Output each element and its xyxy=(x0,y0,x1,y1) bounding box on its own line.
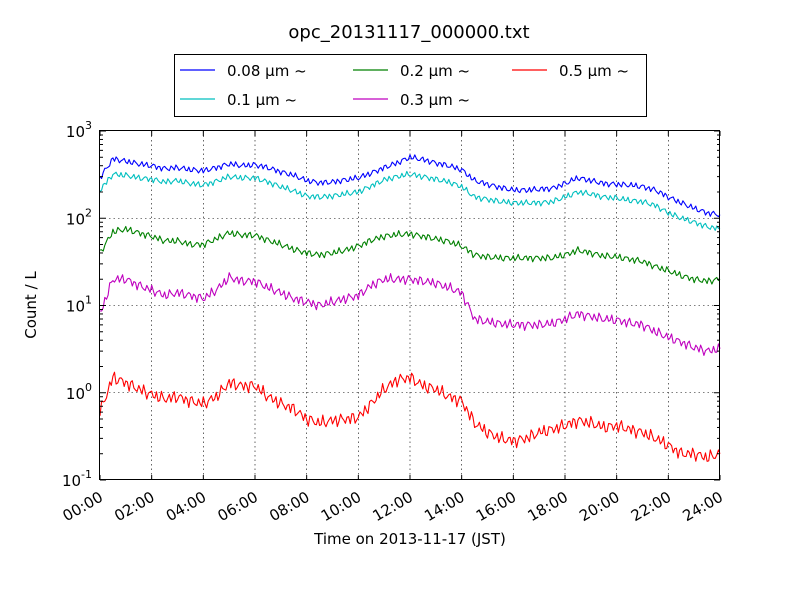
x-tick-label: 20:00 xyxy=(576,488,622,525)
x-tick-label: 14:00 xyxy=(421,488,467,525)
y-tick-labels: 10-1 100 101 102 103 xyxy=(62,119,92,490)
legend-label-3: 0.3 μm ~ xyxy=(400,91,470,109)
plot-area xyxy=(99,154,721,462)
y-tick-label: 101 xyxy=(66,294,92,316)
chart-title: opc_20131117_000000.txt xyxy=(288,22,529,43)
y-tick-label: 103 xyxy=(66,119,92,141)
x-tick-label: 18:00 xyxy=(525,488,571,525)
series-line-1 xyxy=(99,170,721,231)
legend-label-4: 0.5 μm ~ xyxy=(559,62,629,80)
x-tick-label: 12:00 xyxy=(370,488,416,525)
x-tick-label: 16:00 xyxy=(473,488,519,525)
series-line-3 xyxy=(100,272,721,356)
x-tick-label: 10:00 xyxy=(318,488,364,525)
x-axis-label: Time on 2013-11-17 (JST) xyxy=(313,530,506,548)
y-tick-label: 10-1 xyxy=(62,468,92,490)
y-tick-label: 102 xyxy=(66,206,92,228)
legend-label-2: 0.2 μm ~ xyxy=(400,62,470,80)
series-line-0 xyxy=(99,154,721,218)
legend: 0.08 μm ~ 0.1 μm ~ 0.2 μm ~ 0.3 μm ~ 0.5 μm … xyxy=(174,54,647,117)
y-tick-label: 100 xyxy=(66,381,92,403)
series-line-4 xyxy=(99,371,721,462)
x-tick-label: 22:00 xyxy=(628,488,674,525)
legend-label-0: 0.08 μm ~ xyxy=(227,62,307,80)
x-tick-label: 24:00 xyxy=(680,488,726,525)
x-tick-label: 04:00 xyxy=(163,488,209,525)
x-tick-labels: 00:00 02:00 04:00 06:00 08:00 10:00 12:00 14:00… xyxy=(60,488,726,525)
x-tick-label: 00:00 xyxy=(60,488,106,525)
x-tick-label: 08:00 xyxy=(266,488,312,525)
ticks xyxy=(99,130,721,481)
legend-label-1: 0.1 μm ~ xyxy=(227,91,297,109)
legend-box xyxy=(174,54,647,117)
x-tick-label: 02:00 xyxy=(111,488,157,525)
x-tick-label: 06:00 xyxy=(215,488,261,525)
series-line-2 xyxy=(99,225,721,285)
y-axis-label: Count / L xyxy=(22,271,40,339)
